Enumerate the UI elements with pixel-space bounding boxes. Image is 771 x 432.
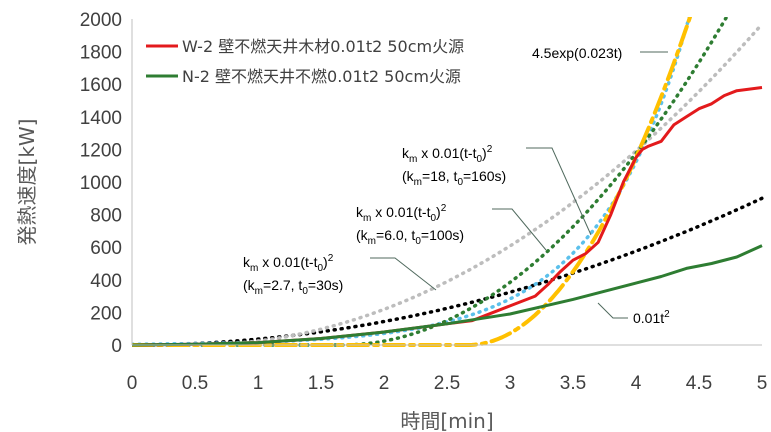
y-tick-label: 1000 [80, 173, 122, 194]
x-tick-label: 2.5 [434, 373, 460, 394]
y-tick-label: 0 [111, 336, 122, 357]
x-tick-label: 4 [631, 373, 642, 394]
leader-line-km2-7 [370, 257, 437, 291]
y-tick-label: 1200 [80, 140, 122, 161]
y-tick-label: 200 [90, 303, 122, 324]
annotation-kmt-formula: km x 0.01(t-t0)2 [356, 203, 447, 224]
x-tick-label: 4.5 [686, 373, 712, 394]
legend: W-2 壁不燃天井木材0.01t2 50cm火源 N-2 壁不燃天井不燃0.01t… [146, 37, 464, 86]
annotation-kmt-params: (km=2.7, t0=30s) [243, 277, 343, 297]
y-tick-label: 1400 [80, 108, 122, 129]
x-tick-label: 5 [757, 373, 768, 394]
series-line-2 [132, 244, 763, 347]
annotation-kmt-params: (km=6.0, t0=100s) [356, 227, 464, 247]
y-tick-label: 400 [90, 271, 122, 292]
leader-line-t2 [597, 302, 628, 319]
exp-label-background [528, 41, 640, 63]
annotation-exp: 4.5exp(0.023t) [532, 45, 622, 61]
x-tick-label: 2 [379, 373, 390, 394]
x-tick-label: 3.5 [560, 373, 586, 394]
x-tick-label: 0 [127, 373, 138, 394]
y-tick-label: 600 [90, 238, 122, 259]
y-tick-label: 2000 [80, 10, 122, 31]
y-axis-title: 発熱速度[kW] [15, 119, 39, 246]
annotation-kmt-formula: km x 0.01(t-t0)2 [402, 144, 493, 165]
y-tick-label: 1800 [80, 43, 122, 64]
leader-line-km6 [492, 208, 547, 251]
axes: 0 200 400 600 800 1000 1200 1400 1600 1800 2000 0 0.… [15, 10, 767, 432]
reference-curve-1 [132, 196, 764, 347]
plot-area [132, 17, 764, 347]
x-tick-label: 0.5 [182, 373, 208, 394]
x-axis-title: 時間[min] [400, 409, 493, 432]
annotation-kmt-formula: km x 0.01(t-t0)2 [243, 253, 334, 274]
annotations: km x 0.01(t-t0)2 (km=18, t0=160s) km x 0.0… [243, 41, 670, 326]
annotation-t2: 0.01t2 [633, 309, 670, 326]
y-tick-label: 800 [90, 206, 122, 227]
leader-line-km18 [526, 147, 592, 236]
x-tick-label: 1 [253, 373, 264, 394]
reference-curve-5 [132, 17, 693, 347]
annotation-kmt-params: (km=18, t0=160s) [402, 168, 506, 188]
y-tick-label: 1600 [80, 75, 122, 96]
x-tick-label: 3 [505, 373, 516, 394]
legend-label-2: N-2 壁不燃天井不燃0.01t2 50cm火源 [182, 67, 461, 86]
reference-curve-2 [132, 17, 692, 347]
x-tick-label: 1.5 [308, 373, 334, 394]
series-line-1 [132, 86, 763, 347]
legend-label-1: W-2 壁不燃天井木材0.01t2 50cm火源 [182, 37, 464, 56]
